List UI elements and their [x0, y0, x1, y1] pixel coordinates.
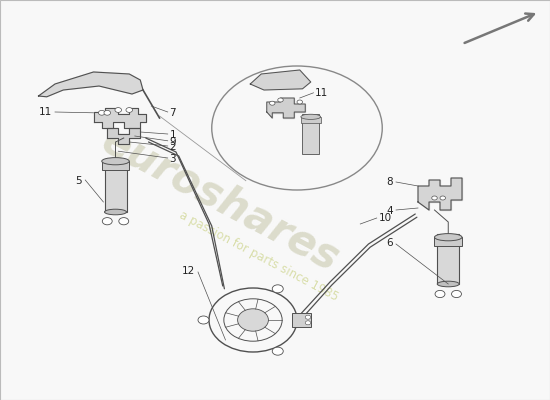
Bar [104, 160, 126, 212]
Bar [301, 117, 321, 123]
Circle shape [238, 309, 268, 331]
Text: 7: 7 [169, 108, 176, 118]
Text: euroshares: euroshares [94, 120, 346, 280]
Text: 11: 11 [315, 88, 328, 98]
Text: a passion for parts since 1985: a passion for parts since 1985 [177, 208, 340, 304]
Bar [302, 114, 319, 154]
Circle shape [272, 347, 283, 355]
Polygon shape [418, 178, 462, 210]
Text: 6: 6 [387, 238, 393, 248]
Circle shape [104, 110, 111, 115]
Bar [292, 313, 311, 327]
Polygon shape [250, 70, 311, 90]
Circle shape [435, 290, 445, 298]
Polygon shape [107, 128, 140, 144]
Text: 10: 10 [378, 213, 392, 223]
Text: 4: 4 [387, 206, 393, 216]
Circle shape [452, 290, 461, 298]
Ellipse shape [434, 234, 462, 241]
Circle shape [198, 316, 209, 324]
Circle shape [432, 196, 437, 200]
Circle shape [119, 218, 129, 225]
Text: 11: 11 [39, 107, 52, 117]
Circle shape [98, 110, 105, 115]
Circle shape [126, 108, 133, 112]
Ellipse shape [102, 158, 129, 165]
Text: 12: 12 [182, 266, 195, 276]
Bar [437, 234, 459, 284]
Text: 2: 2 [169, 142, 176, 152]
Bar [434, 237, 462, 246]
Circle shape [270, 101, 275, 105]
Circle shape [297, 100, 302, 104]
Circle shape [305, 315, 311, 319]
Text: 9: 9 [169, 136, 176, 146]
Bar [102, 161, 129, 170]
Circle shape [272, 285, 283, 293]
Text: 8: 8 [387, 177, 393, 187]
Circle shape [115, 108, 122, 112]
Text: 5: 5 [75, 176, 81, 186]
Ellipse shape [301, 114, 321, 119]
Polygon shape [267, 98, 305, 118]
Text: 1: 1 [169, 130, 176, 140]
Circle shape [102, 218, 112, 225]
Ellipse shape [437, 281, 459, 287]
Polygon shape [94, 108, 146, 128]
Circle shape [440, 196, 446, 200]
Circle shape [305, 321, 311, 325]
Ellipse shape [104, 209, 126, 215]
Text: 3: 3 [169, 154, 176, 164]
Polygon shape [39, 72, 143, 97]
Circle shape [278, 98, 283, 102]
